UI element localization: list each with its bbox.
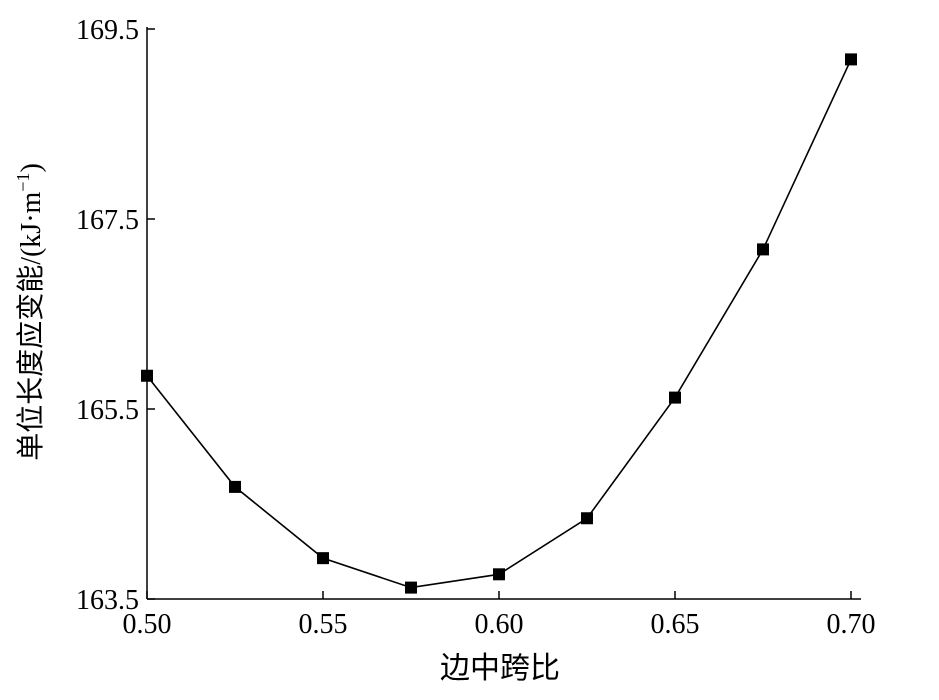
x-tick-label: 0.60 (475, 609, 524, 640)
x-axis-label: 边中跨比 (440, 652, 560, 685)
data-point-marker (141, 369, 153, 382)
y-tick-label: 163.5 (76, 585, 139, 616)
x-tick-label: 0.55 (299, 609, 348, 640)
data-point-marker (317, 552, 329, 565)
y-axis-label: 单位长度应变能/(kJ·m−1) (13, 163, 47, 461)
data-point-marker (229, 480, 241, 493)
data-point-marker (845, 53, 857, 66)
data-point-marker (493, 568, 505, 581)
series-layer (141, 53, 857, 594)
data-point-marker (581, 512, 593, 525)
x-tick-label: 0.70 (827, 609, 876, 640)
x-tick-label: 0.65 (651, 609, 700, 640)
series-line (146, 59, 852, 589)
axes: 0.50 0.55 0.60 0.65 0.70 163.5 165.5 167.5 169.5 (76, 15, 876, 640)
data-point-marker (405, 581, 417, 594)
y-tick-label: 167.5 (76, 205, 139, 236)
y-axis-label-tail: ) (16, 163, 47, 172)
data-point-marker (669, 391, 681, 404)
y-tick-label: 165.5 (76, 395, 139, 426)
y-axis-label-sup: −1 (13, 173, 33, 192)
y-tick-label: 169.5 (76, 15, 139, 46)
x-tick-label: 0.50 (123, 609, 172, 640)
axis-labels: 边中跨比 单位长度应变能/(kJ·m−1) (13, 163, 560, 685)
data-point-marker (757, 243, 769, 256)
y-axis-label-main: 单位长度应变能/(kJ·m (15, 191, 47, 460)
